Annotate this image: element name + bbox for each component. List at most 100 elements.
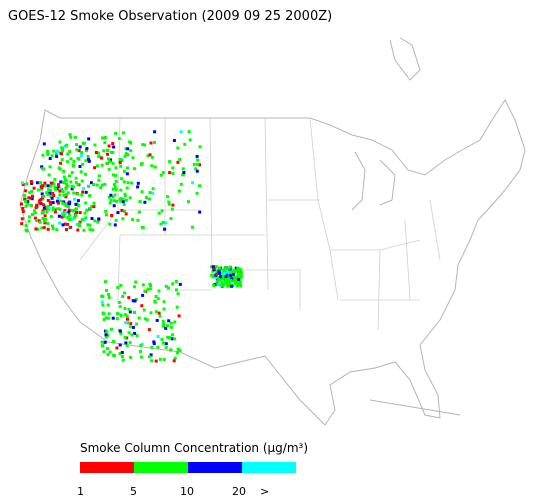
smoke-pixel	[153, 299, 157, 303]
smoke-pixel	[92, 183, 96, 186]
smoke-pixel	[23, 194, 27, 197]
smoke-pixel	[81, 186, 85, 190]
smoke-pixel	[39, 181, 43, 185]
smoke-pixel	[127, 331, 131, 335]
smoke-pixel	[123, 336, 127, 339]
smoke-pixel	[122, 180, 126, 184]
smoke-pixel	[140, 190, 144, 194]
smoke-pixel	[52, 194, 56, 197]
smoke-pixel	[214, 276, 218, 279]
smoke-pixel	[220, 281, 224, 284]
smoke-pixel	[132, 167, 136, 171]
smoke-pixel	[24, 224, 28, 228]
smoke-pixel	[147, 328, 151, 332]
smoke-pixel	[136, 185, 140, 189]
smoke-pixel	[112, 183, 116, 186]
smoke-pixel	[77, 157, 81, 161]
smoke-pixel	[134, 280, 138, 284]
smoke-pixel	[150, 164, 154, 168]
smoke-pixel	[239, 275, 243, 279]
smoke-pixel	[195, 169, 199, 173]
smoke-pixel	[93, 143, 97, 147]
smoke-pixel	[70, 171, 74, 175]
smoke-pixel	[45, 210, 49, 214]
smoke-pixel	[70, 217, 74, 221]
smoke-pixel	[170, 337, 174, 341]
smoke-pixel	[211, 265, 215, 269]
smoke-pixel	[143, 200, 147, 204]
smoke-pixel	[111, 142, 115, 145]
smoke-pixel	[93, 219, 97, 223]
smoke-pixel	[57, 166, 61, 170]
smoke-pixel	[100, 156, 104, 160]
smoke-pixels	[20, 130, 243, 363]
smoke-pixel	[24, 204, 28, 208]
smoke-pixel	[105, 161, 109, 165]
smoke-pixel	[87, 137, 91, 141]
smoke-pixel	[126, 317, 129, 321]
smoke-pixel	[229, 279, 233, 282]
smoke-pixel	[162, 300, 166, 304]
smoke-pixel	[168, 336, 172, 340]
smoke-pixel	[79, 154, 83, 158]
smoke-pixel	[125, 172, 129, 176]
smoke-pixel	[104, 335, 108, 339]
smoke-pixel	[58, 189, 62, 193]
smoke-pixel	[228, 274, 232, 278]
smoke-pixel	[59, 199, 63, 203]
smoke-pixel	[110, 214, 114, 217]
smoke-pixel	[31, 194, 34, 198]
smoke-pixel	[176, 160, 180, 164]
smoke-pixel	[42, 203, 46, 207]
smoke-pixel	[57, 185, 61, 188]
smoke-pixel	[120, 177, 124, 181]
smoke-pixel	[38, 201, 42, 205]
smoke-pixel	[107, 195, 111, 199]
smoke-pixel	[177, 314, 181, 318]
legend-swatch	[80, 462, 134, 473]
smoke-pixel	[118, 329, 122, 333]
smoke-pixel	[140, 355, 144, 359]
smoke-pixel	[154, 310, 158, 314]
smoke-pixel	[237, 272, 241, 276]
smoke-pixel	[72, 216, 76, 220]
smoke-pixel	[61, 181, 65, 184]
smoke-pixel	[69, 225, 73, 229]
smoke-pixel	[126, 147, 130, 151]
smoke-pixel	[92, 201, 96, 205]
smoke-pixel	[31, 212, 34, 216]
smoke-pixel	[148, 191, 152, 195]
smoke-pixel	[107, 293, 111, 296]
smoke-pixel	[74, 176, 78, 180]
smoke-pixel	[88, 223, 92, 227]
smoke-pixel	[159, 222, 163, 226]
smoke-pixel	[106, 303, 110, 307]
smoke-pixel	[28, 196, 32, 200]
smoke-pixel	[114, 173, 118, 177]
smoke-pixel	[168, 160, 172, 164]
smoke-pixel	[75, 211, 79, 214]
smoke-pixel	[51, 224, 54, 228]
smoke-pixel	[73, 135, 77, 139]
smoke-pixel	[20, 222, 24, 226]
smoke-pixel	[104, 280, 107, 284]
smoke-pixel	[99, 186, 103, 189]
smoke-pixel	[124, 147, 128, 151]
smoke-pixel	[232, 273, 236, 277]
smoke-pixel	[46, 199, 50, 202]
smoke-pixel	[118, 161, 122, 165]
legend-label: 10	[180, 485, 194, 498]
smoke-pixel	[78, 220, 82, 224]
smoke-pixel	[118, 343, 122, 347]
smoke-pixel	[51, 191, 55, 195]
smoke-pixel	[106, 347, 109, 351]
smoke-pixel	[42, 142, 46, 146]
smoke-pixel	[226, 278, 230, 282]
smoke-pixel	[135, 322, 139, 326]
smoke-pixel	[76, 192, 80, 196]
smoke-pixel	[195, 191, 199, 195]
smoke-pixel	[218, 278, 222, 282]
smoke-pixel	[65, 193, 69, 197]
smoke-pixel	[40, 165, 44, 169]
smoke-pixel	[84, 216, 88, 220]
